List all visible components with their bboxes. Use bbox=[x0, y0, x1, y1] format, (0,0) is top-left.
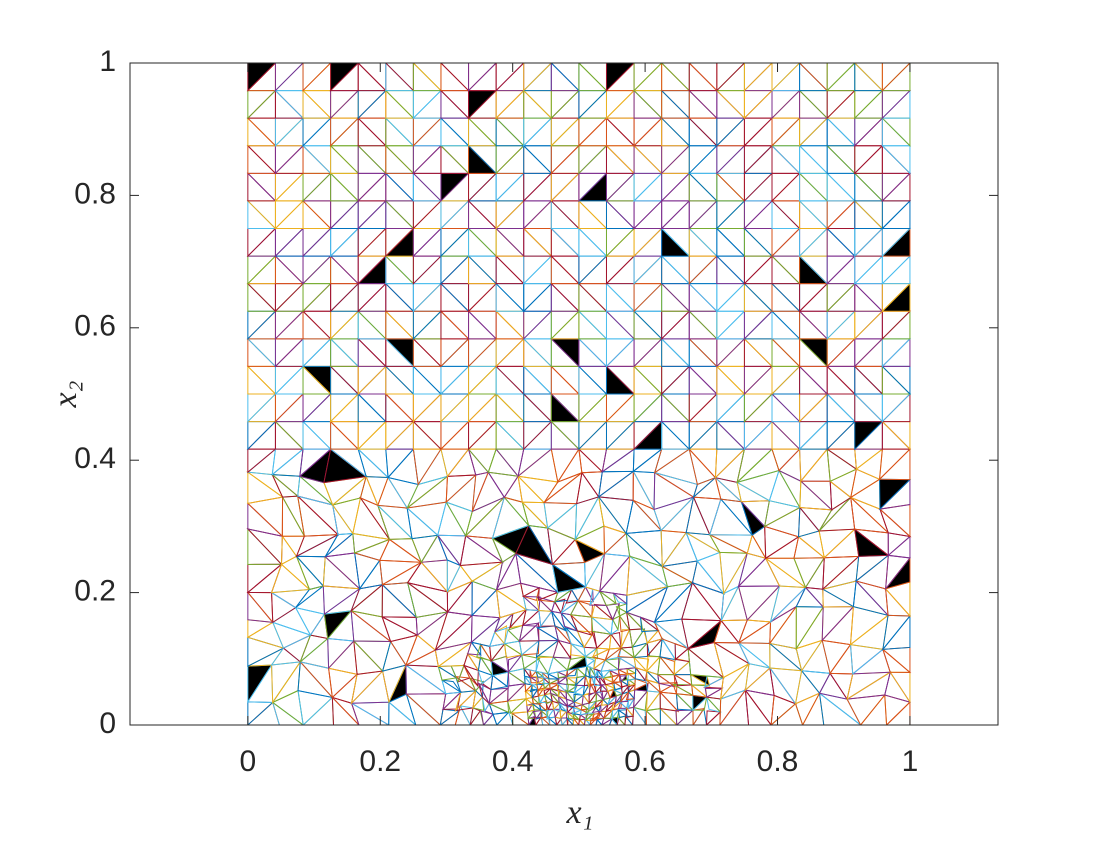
mesh-triangle bbox=[566, 656, 586, 672]
mesh-triangle bbox=[543, 687, 552, 696]
mesh-triangle bbox=[468, 63, 497, 92]
mesh-triangle bbox=[601, 676, 616, 684]
mesh-triangle bbox=[633, 63, 663, 92]
mesh-triangle bbox=[528, 676, 540, 684]
mesh-triangle bbox=[605, 603, 620, 621]
mesh-triangle bbox=[658, 682, 678, 693]
mesh-triangle bbox=[595, 691, 604, 700]
mesh-triangle bbox=[559, 710, 568, 720]
mesh-triangle bbox=[591, 712, 603, 722]
mesh-triangle bbox=[532, 709, 543, 720]
x-tick-label: 0 bbox=[240, 745, 257, 778]
mesh-triangle bbox=[526, 703, 534, 714]
mesh-triangle bbox=[627, 683, 636, 693]
mesh-triangle bbox=[469, 707, 482, 725]
mesh bbox=[246, 63, 912, 725]
mesh-triangle bbox=[545, 708, 555, 721]
mesh-triangle bbox=[603, 658, 621, 671]
mesh-triangle bbox=[495, 63, 525, 92]
mesh-triangle bbox=[572, 707, 583, 715]
mesh-triangle bbox=[540, 716, 551, 725]
mesh-triangle bbox=[480, 710, 494, 725]
mesh-triangle bbox=[566, 704, 575, 714]
mesh-triangle bbox=[716, 63, 746, 92]
mesh-triangle bbox=[634, 678, 650, 691]
mesh-triangle bbox=[576, 599, 594, 619]
mesh-triangle bbox=[771, 63, 801, 92]
y-tick-label: 0.8 bbox=[74, 177, 116, 210]
x-tick-label: 0.8 bbox=[757, 745, 799, 778]
mesh-triangle bbox=[439, 708, 461, 725]
axes-box bbox=[129, 62, 999, 726]
mesh-triangle bbox=[610, 632, 622, 650]
mesh-triangle bbox=[560, 600, 580, 614]
mesh-triangle bbox=[507, 653, 524, 674]
mesh-triangle bbox=[535, 676, 546, 685]
mesh-triangle bbox=[743, 63, 773, 92]
mesh-triangle bbox=[573, 693, 585, 703]
y-tick-label: 0.2 bbox=[74, 575, 116, 608]
mesh-triangle bbox=[675, 709, 695, 725]
y-tick-label: 0.4 bbox=[74, 442, 116, 475]
mesh-triangle bbox=[557, 676, 568, 685]
mesh-triangle bbox=[619, 675, 628, 683]
mesh-triangle bbox=[537, 687, 545, 698]
mesh-triangle bbox=[605, 63, 635, 92]
mesh-triangle bbox=[527, 715, 536, 725]
mesh-triangle bbox=[627, 697, 636, 709]
mesh-triangle bbox=[706, 710, 722, 725]
mesh-triangle bbox=[441, 679, 462, 693]
mesh-triangle bbox=[566, 677, 578, 686]
mesh-triangle bbox=[518, 622, 541, 643]
mesh-triangle bbox=[585, 712, 595, 722]
mesh-triangle bbox=[535, 682, 544, 693]
y-tick-label: 0.6 bbox=[74, 310, 116, 343]
mesh-triangle bbox=[576, 630, 595, 649]
mesh-triangle bbox=[523, 63, 553, 92]
y-tick-label: 1 bbox=[99, 45, 116, 78]
mesh-triangle bbox=[302, 63, 332, 92]
mesh-triangle bbox=[826, 63, 856, 92]
mesh-triangle bbox=[564, 690, 577, 704]
mesh-triangle bbox=[551, 700, 562, 711]
mesh-triangle bbox=[553, 598, 566, 615]
mesh-triangle bbox=[620, 629, 631, 649]
mesh-triangle bbox=[488, 687, 510, 705]
mesh-triangle bbox=[247, 63, 277, 92]
x-axis-label: x₁ bbox=[566, 794, 594, 831]
y-axis-label: x₂ bbox=[47, 381, 84, 409]
mesh-triangle bbox=[531, 688, 539, 699]
mesh-triangle bbox=[567, 683, 578, 693]
y-tick-label: 0 bbox=[99, 707, 116, 740]
mesh-triangle bbox=[493, 625, 508, 645]
mesh-triangle bbox=[692, 708, 705, 725]
mesh-triangle bbox=[881, 63, 911, 92]
mesh-triangle bbox=[274, 63, 304, 92]
mesh-triangle bbox=[330, 63, 359, 92]
mesh-triangle bbox=[553, 708, 561, 719]
x-tick-label: 0.6 bbox=[624, 745, 666, 778]
x-tick-label: 1 bbox=[902, 745, 919, 778]
mesh-triangle bbox=[522, 595, 541, 612]
mesh-triangle bbox=[521, 654, 541, 670]
x-tick-label: 0.2 bbox=[359, 745, 401, 778]
mesh-triangle bbox=[704, 687, 724, 698]
mesh-triangle bbox=[584, 655, 596, 668]
mesh-triangle bbox=[548, 683, 561, 690]
x-tick-label: 0.4 bbox=[492, 745, 534, 778]
